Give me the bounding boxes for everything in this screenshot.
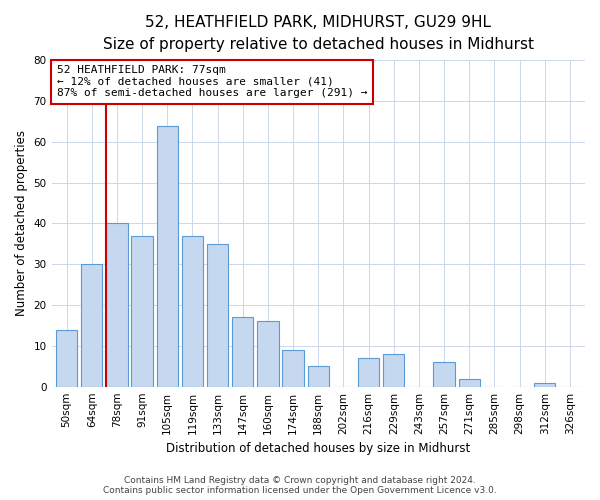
Bar	[383, 354, 404, 386]
Bar	[157, 126, 178, 386]
Text: Contains HM Land Registry data © Crown copyright and database right 2024.
Contai: Contains HM Land Registry data © Crown c…	[103, 476, 497, 495]
Bar	[207, 244, 229, 386]
Bar	[433, 362, 455, 386]
Bar	[458, 378, 480, 386]
Bar	[232, 318, 253, 386]
X-axis label: Distribution of detached houses by size in Midhurst: Distribution of detached houses by size …	[166, 442, 470, 455]
Text: 52 HEATHFIELD PARK: 77sqm
← 12% of detached houses are smaller (41)
87% of semi-: 52 HEATHFIELD PARK: 77sqm ← 12% of detac…	[57, 65, 367, 98]
Bar	[283, 350, 304, 387]
Bar	[81, 264, 103, 386]
Bar	[131, 236, 153, 386]
Bar	[257, 322, 278, 386]
Bar	[106, 224, 128, 386]
Bar	[308, 366, 329, 386]
Bar	[56, 330, 77, 386]
Bar	[534, 382, 556, 386]
Title: 52, HEATHFIELD PARK, MIDHURST, GU29 9HL
Size of property relative to detached ho: 52, HEATHFIELD PARK, MIDHURST, GU29 9HL …	[103, 15, 534, 52]
Bar	[358, 358, 379, 386]
Y-axis label: Number of detached properties: Number of detached properties	[15, 130, 28, 316]
Bar	[182, 236, 203, 386]
